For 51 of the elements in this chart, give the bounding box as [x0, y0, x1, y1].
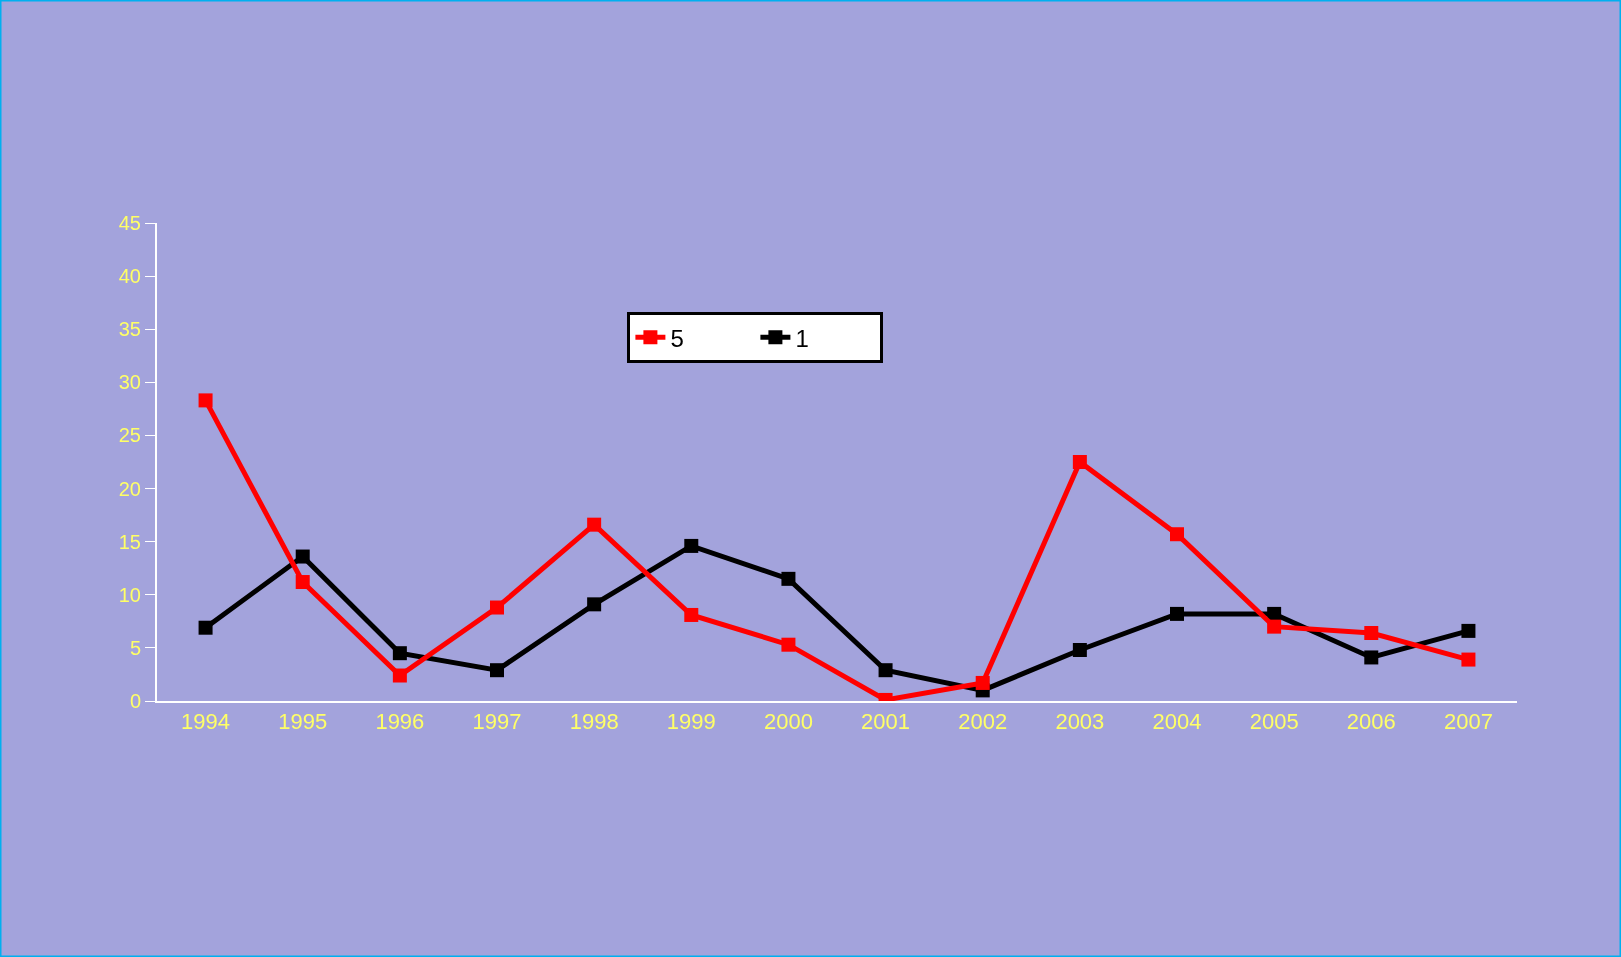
x-tick-label: 1996: [375, 709, 425, 735]
x-tick-label: 1997: [472, 709, 522, 735]
point: [684, 607, 699, 622]
point: [392, 646, 407, 661]
point: [1461, 652, 1476, 667]
x-tick-label: 2003: [1055, 709, 1105, 735]
point: [198, 620, 213, 635]
legend-label: 1: [795, 324, 809, 352]
point: [490, 663, 504, 678]
y-tick-label: 20: [118, 477, 141, 500]
point: [198, 393, 213, 408]
y-tick-label: 45: [118, 212, 141, 234]
point: [1072, 643, 1087, 658]
x-tick-label: 2001: [861, 709, 911, 735]
point: [1267, 619, 1282, 634]
point: [1364, 626, 1379, 641]
point: [684, 538, 699, 553]
point: [781, 637, 796, 652]
x-tick-label: 2005: [1249, 709, 1299, 735]
y-tick-label: 5: [129, 636, 141, 659]
y-tick-label: 15: [118, 530, 141, 553]
point: [490, 600, 504, 615]
x-tick-label: 2002: [958, 709, 1008, 735]
point: [1170, 606, 1184, 621]
x-tick-label: 1994: [181, 709, 231, 735]
y-tick-label: 40: [118, 265, 141, 288]
point: [878, 663, 893, 678]
point: [781, 571, 796, 586]
point: [587, 597, 602, 612]
y-tick-label: 35: [118, 318, 141, 341]
point: [1461, 623, 1476, 638]
y-tick-label: 30: [118, 371, 141, 394]
y-tick-label: 25: [118, 424, 141, 447]
x-tick-label: 1998: [569, 709, 619, 735]
point: [295, 549, 310, 564]
point: [392, 668, 407, 683]
x-tick-label: 2004: [1152, 709, 1202, 735]
x-tick-label: 1995: [278, 709, 328, 735]
point: [1170, 527, 1184, 542]
x-tick-label: 2006: [1346, 709, 1396, 735]
point: [975, 675, 990, 690]
y-tick-label: 10: [118, 583, 141, 606]
point: [1364, 650, 1379, 665]
point: [295, 575, 310, 590]
x-tick-label: 2000: [763, 709, 813, 735]
x-tick-label: 1999: [666, 709, 716, 735]
x-tick-label: 2007: [1443, 709, 1493, 735]
point: [1072, 455, 1087, 469]
y-tick-label: 0: [129, 690, 141, 712]
point: [587, 517, 602, 532]
legend-label: 5: [670, 324, 684, 352]
